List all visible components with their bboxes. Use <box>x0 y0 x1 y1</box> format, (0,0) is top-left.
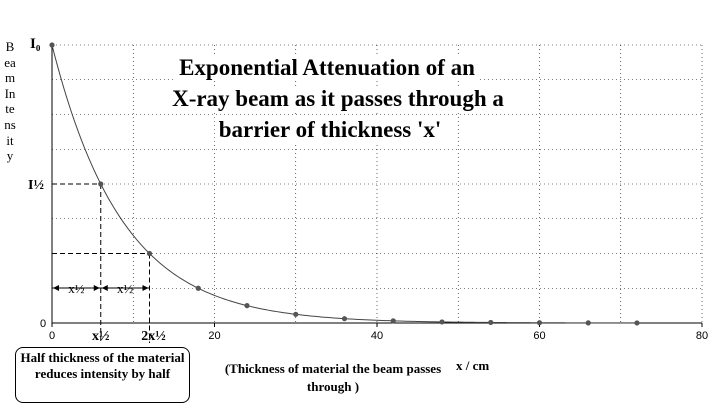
chart-title: Exponential Attenuation of an X-ray beam … <box>168 55 509 142</box>
x-tick-label: 0 <box>49 330 55 342</box>
chart-title-line: barrier of thickness 'x' <box>219 117 442 142</box>
x-tick-label: 60 <box>533 330 545 342</box>
data-point <box>390 318 396 324</box>
title-backdrop <box>214 117 446 142</box>
arrow-head-left <box>53 285 59 291</box>
y-label-initial-intensity: I₀ <box>30 36 41 52</box>
data-point <box>49 42 55 48</box>
data-points <box>49 42 640 326</box>
x-tick-label: 20 <box>208 330 220 342</box>
data-point <box>488 319 494 326</box>
arrow-head-mid-right <box>101 285 108 291</box>
chart-labels: 0 20 40 60 80 I₀ I½ 0 x½ x½ x½ 2x½ <box>28 36 708 344</box>
half-thickness-mark: x½ <box>92 329 110 344</box>
chart-title-line: X-ray beam as it passes through a <box>172 86 504 111</box>
data-point <box>146 250 153 257</box>
y-label-half-intensity: I½ <box>28 178 44 193</box>
arrow-head-right <box>142 285 149 291</box>
data-point <box>536 320 543 326</box>
note-box: Half thickness of the material reduces i… <box>15 347 190 403</box>
data-point <box>341 316 348 322</box>
chart-title-line: Exponential Attenuation of an <box>179 55 475 80</box>
y-label-zero: 0 <box>40 318 46 330</box>
data-point <box>439 319 445 325</box>
note-text: Half thickness of the material reduces i… <box>20 350 185 381</box>
interval-label: x½ <box>68 281 85 296</box>
x-tick-label: 40 <box>371 330 383 342</box>
data-point <box>585 320 591 326</box>
data-point <box>244 303 250 309</box>
arrow-head-mid-left <box>93 285 100 291</box>
title-backdrop <box>175 55 480 80</box>
title-backdrop <box>168 86 509 111</box>
half-value-guides <box>52 183 150 343</box>
data-point <box>195 285 201 291</box>
x-tick-label: 80 <box>696 330 708 342</box>
double-thickness-mark: 2x½ <box>141 329 166 344</box>
data-point <box>98 181 104 187</box>
y-axis-label: Beam Intensity <box>4 39 19 164</box>
data-point <box>634 320 640 326</box>
x-axis-caption: (Thickness of material the beam passes t… <box>224 361 442 394</box>
x-axis-unit: x / cm <box>456 358 490 373</box>
interval-label: x½ <box>117 281 134 296</box>
data-point <box>293 311 299 317</box>
